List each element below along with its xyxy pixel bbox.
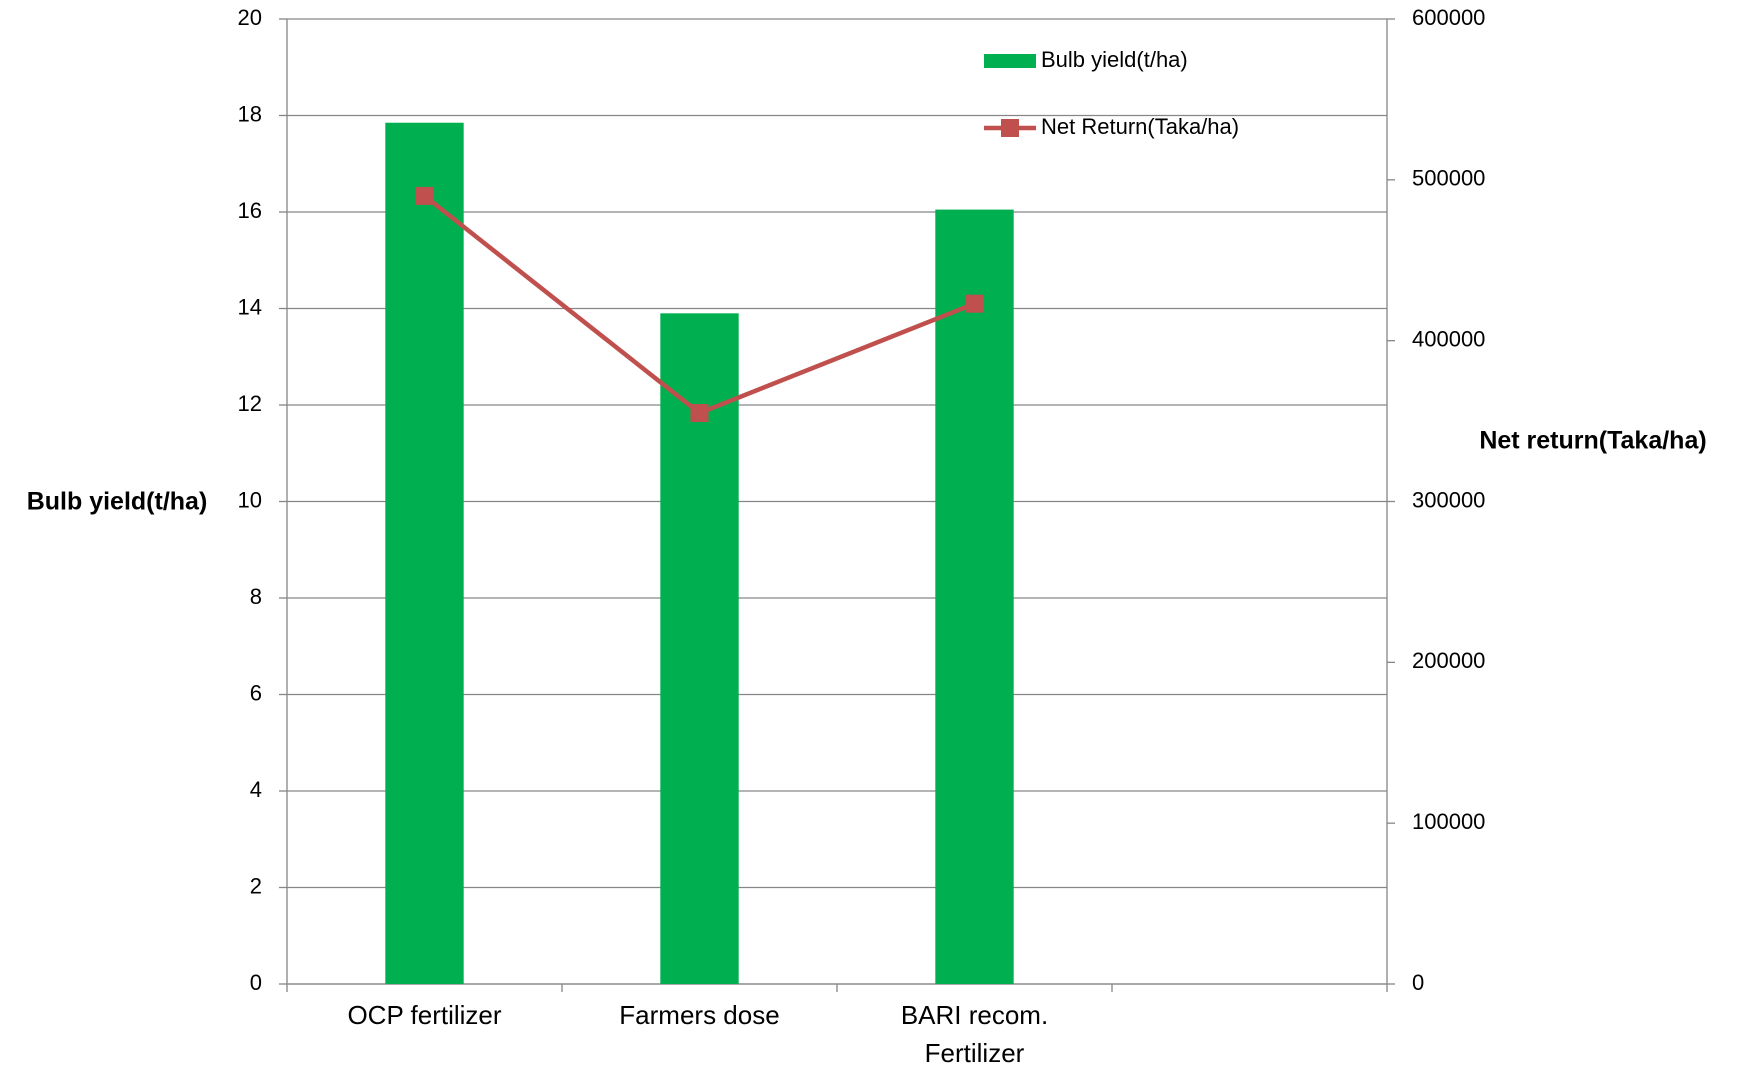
line-marker (965, 294, 984, 313)
y2-tick-label: 200000 (1412, 648, 1485, 673)
bar (935, 209, 1014, 984)
x-tick-label-box: BARI recom. Fertilizer (900, 1000, 1049, 1068)
bar (660, 313, 739, 984)
y-tick-label: 14 (238, 294, 262, 319)
x-tick-label: Farmers dose (619, 1000, 780, 1030)
y2-tick-label: 600000 (1412, 5, 1485, 30)
y-tick-label: 4 (250, 777, 262, 802)
y2-axis-title: Net return(Taka/ha) (1479, 427, 1706, 455)
y-tick-label: 10 (238, 487, 262, 512)
x-tick-label: BARI recom. Fertilizer (900, 1000, 1049, 1068)
y-tick-label: 6 (250, 680, 262, 705)
legend-label: Bulb yield(t/ha) (1041, 47, 1188, 72)
y2-tick-label: 500000 (1412, 166, 1485, 191)
legend-swatch (984, 54, 1036, 68)
x-tick-label-box: OCP fertilizer (347, 1000, 502, 1030)
y-tick-label: 8 (250, 584, 262, 609)
y-tick-label: 0 (250, 970, 262, 995)
x-tick-label: OCP fertilizer (347, 1000, 502, 1030)
x-tick-label-box: Farmers dose (619, 1000, 780, 1030)
line-marker (415, 186, 434, 205)
y2-tick-label: 100000 (1412, 809, 1485, 834)
y-tick-label: 18 (238, 101, 262, 126)
legend-label: Net Return(Taka/ha) (1041, 114, 1239, 139)
bar (385, 122, 464, 985)
y2-tick-label: 400000 (1412, 326, 1485, 351)
y-axis-title: Bulb yield(t/ha) (27, 488, 208, 516)
y2-tick-label: 300000 (1412, 487, 1485, 512)
line-marker (690, 404, 709, 423)
y-tick-label: 16 (238, 198, 262, 223)
y-tick-label: 12 (238, 391, 262, 416)
y-tick-label: 20 (238, 5, 262, 30)
y2-tick-label: 0 (1412, 970, 1424, 995)
y-tick-label: 2 (250, 873, 262, 898)
legend-swatch-marker (1001, 119, 1019, 137)
